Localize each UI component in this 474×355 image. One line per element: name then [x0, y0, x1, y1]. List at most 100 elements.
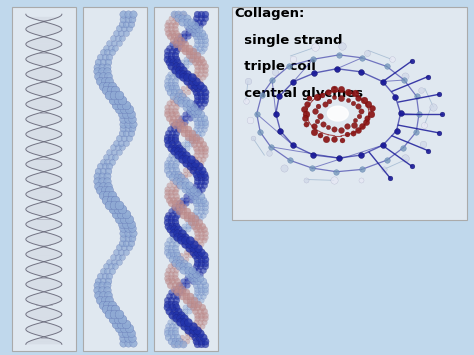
- Polygon shape: [26, 89, 62, 93]
- Polygon shape: [26, 40, 62, 43]
- Polygon shape: [26, 146, 62, 149]
- Polygon shape: [26, 239, 62, 242]
- Polygon shape: [36, 275, 51, 278]
- Polygon shape: [26, 235, 62, 239]
- Polygon shape: [27, 166, 61, 169]
- Polygon shape: [37, 245, 50, 248]
- Polygon shape: [32, 63, 56, 66]
- Polygon shape: [27, 331, 61, 334]
- Polygon shape: [26, 252, 62, 255]
- Polygon shape: [27, 99, 61, 103]
- Polygon shape: [32, 33, 55, 37]
- Polygon shape: [37, 215, 51, 219]
- Polygon shape: [26, 282, 62, 285]
- Polygon shape: [27, 189, 60, 192]
- Polygon shape: [28, 47, 60, 50]
- Polygon shape: [35, 126, 53, 129]
- Polygon shape: [26, 179, 62, 182]
- Polygon shape: [27, 133, 61, 136]
- Polygon shape: [26, 255, 62, 258]
- Polygon shape: [27, 162, 61, 166]
- Polygon shape: [26, 149, 62, 153]
- Polygon shape: [26, 86, 62, 89]
- Polygon shape: [30, 338, 58, 341]
- Polygon shape: [29, 308, 58, 311]
- Polygon shape: [34, 321, 54, 324]
- Polygon shape: [27, 73, 61, 76]
- Polygon shape: [30, 113, 58, 116]
- Polygon shape: [27, 159, 61, 162]
- Polygon shape: [29, 278, 59, 282]
- Polygon shape: [26, 206, 62, 209]
- Polygon shape: [34, 291, 54, 295]
- Bar: [154, 7, 218, 351]
- Polygon shape: [29, 182, 58, 186]
- Polygon shape: [26, 285, 62, 288]
- Polygon shape: [26, 176, 62, 179]
- Polygon shape: [37, 50, 50, 53]
- Polygon shape: [32, 258, 56, 262]
- Polygon shape: [26, 265, 62, 268]
- Bar: [232, 7, 467, 220]
- Polygon shape: [27, 196, 61, 199]
- Polygon shape: [26, 311, 62, 315]
- Polygon shape: [27, 328, 61, 331]
- Polygon shape: [26, 56, 62, 60]
- Polygon shape: [26, 60, 62, 63]
- Polygon shape: [26, 209, 62, 212]
- Polygon shape: [29, 83, 59, 86]
- Text: Collagen:: Collagen:: [235, 7, 305, 20]
- Polygon shape: [36, 156, 52, 159]
- Polygon shape: [26, 315, 62, 318]
- Polygon shape: [37, 20, 50, 23]
- Polygon shape: [29, 212, 59, 215]
- Polygon shape: [36, 305, 52, 308]
- Text: triple coil: triple coil: [235, 60, 316, 73]
- Polygon shape: [26, 268, 62, 272]
- Polygon shape: [31, 172, 57, 176]
- Polygon shape: [328, 106, 348, 121]
- Polygon shape: [28, 242, 59, 245]
- Polygon shape: [36, 109, 52, 113]
- Polygon shape: [26, 116, 62, 119]
- Polygon shape: [27, 298, 61, 301]
- Polygon shape: [33, 66, 55, 70]
- Polygon shape: [26, 27, 62, 30]
- Polygon shape: [33, 199, 55, 202]
- Polygon shape: [27, 129, 61, 133]
- Polygon shape: [26, 43, 62, 47]
- Polygon shape: [27, 136, 61, 139]
- Polygon shape: [28, 248, 59, 252]
- Text: single strand: single strand: [235, 34, 342, 47]
- Polygon shape: [35, 334, 53, 338]
- Polygon shape: [31, 202, 56, 206]
- Polygon shape: [27, 103, 61, 106]
- Polygon shape: [26, 225, 62, 229]
- Polygon shape: [26, 30, 62, 33]
- Polygon shape: [28, 53, 59, 56]
- Polygon shape: [34, 169, 54, 172]
- Polygon shape: [31, 288, 56, 291]
- Polygon shape: [34, 96, 54, 99]
- Polygon shape: [36, 186, 52, 189]
- Polygon shape: [27, 70, 61, 73]
- Bar: [83, 7, 147, 351]
- Polygon shape: [35, 139, 53, 143]
- Bar: [12, 7, 76, 351]
- Polygon shape: [32, 232, 55, 235]
- Polygon shape: [31, 318, 57, 321]
- Polygon shape: [26, 341, 62, 344]
- Polygon shape: [26, 222, 62, 225]
- Polygon shape: [33, 262, 55, 265]
- Polygon shape: [27, 295, 61, 298]
- Polygon shape: [27, 324, 61, 328]
- Polygon shape: [31, 93, 57, 96]
- Polygon shape: [27, 106, 60, 109]
- Polygon shape: [30, 153, 58, 156]
- Polygon shape: [26, 119, 62, 123]
- Polygon shape: [32, 37, 55, 40]
- Polygon shape: [30, 123, 57, 126]
- Polygon shape: [28, 272, 60, 275]
- Polygon shape: [30, 143, 57, 146]
- Polygon shape: [27, 301, 60, 305]
